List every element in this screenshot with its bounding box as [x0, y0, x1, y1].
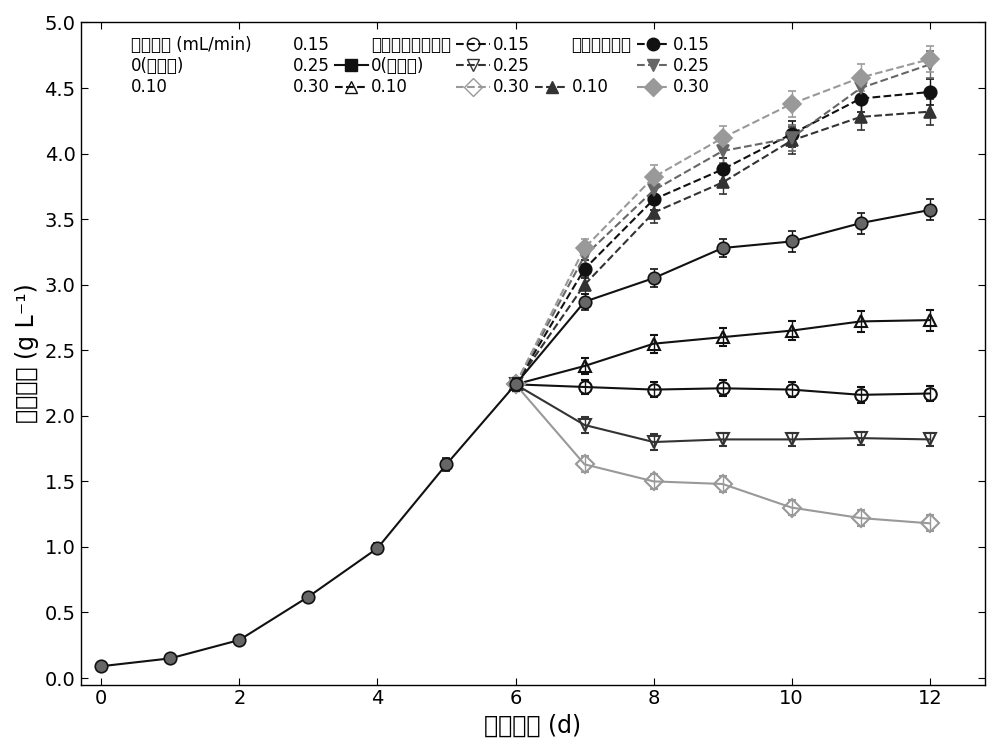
Y-axis label: 生物浓度 (g L⁻¹): 生物浓度 (g L⁻¹)	[15, 284, 39, 423]
Legend: 采收速率 (mL/min), 0(对照组), 0.10, 0.15, 0.25, 0.30, 反应器中生物浓度, 0(对照组), 0.10, 0.15, 0.2: 采收速率 (mL/min), 0(对照组), 0.10, 0.15, 0.25,…	[89, 31, 715, 102]
X-axis label: 培养时间 (d): 培养时间 (d)	[484, 714, 581, 738]
